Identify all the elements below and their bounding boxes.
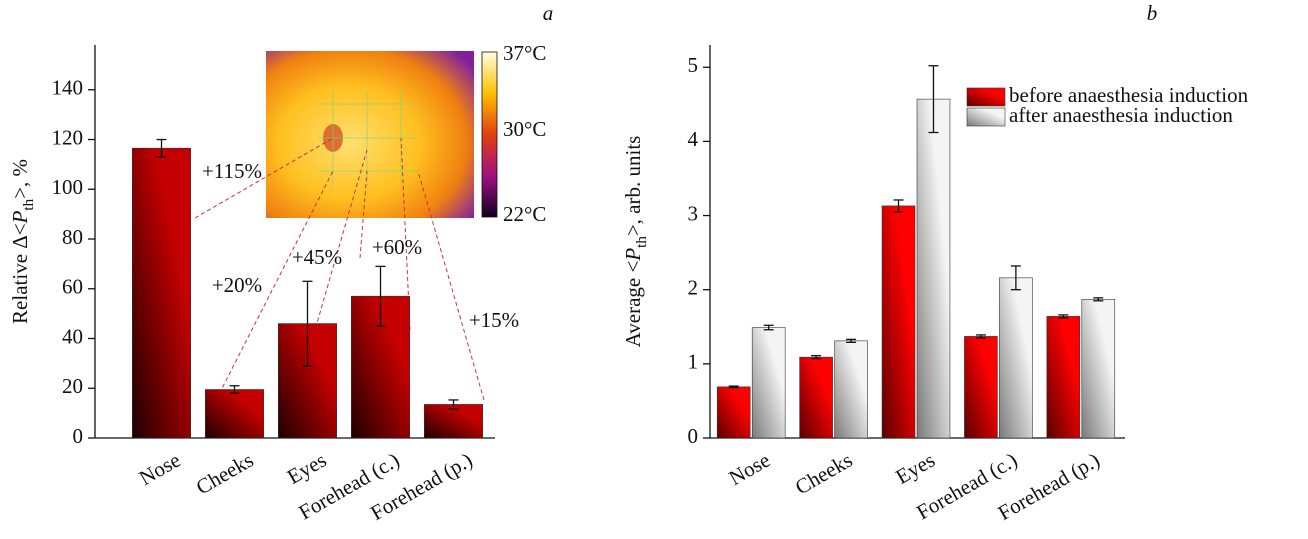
colorbar-label: 37°C	[503, 41, 546, 65]
y-axis-label: Relative Δ<Pth>, %	[8, 159, 38, 324]
bar	[799, 356, 833, 439]
connectors	[194, 137, 485, 407]
y-label-part: >, %	[8, 159, 32, 199]
y-tick-label: 0	[688, 424, 699, 448]
y-label-part: Relative Δ<	[8, 223, 32, 324]
annotation: +115%	[202, 159, 262, 183]
legend-swatch	[966, 107, 1006, 127]
y-tick-label: 3	[688, 201, 699, 225]
y-tick-label: 40	[62, 324, 83, 348]
annotation: +15%	[469, 308, 519, 332]
y-tick-label: 20	[62, 374, 83, 398]
x-tick-label: Nose	[135, 448, 184, 490]
y-tick-label: 80	[62, 225, 83, 249]
x-tick-label: Cheeks	[791, 448, 857, 500]
bar	[205, 389, 265, 439]
thermal-inset	[266, 51, 498, 218]
annotation: +45%	[292, 245, 342, 269]
y-label-part: P	[621, 248, 645, 262]
bar	[881, 205, 916, 439]
y-tick-label: 2	[688, 276, 699, 300]
y-label-part: >, arb. units	[621, 136, 645, 237]
bar	[716, 386, 751, 439]
legend-label: before anaesthesia induction	[1009, 83, 1249, 107]
annotation: +20%	[212, 273, 262, 297]
y-label-part: th	[21, 198, 37, 210]
panel-label: a	[543, 1, 554, 25]
x-tick-label: Eyes	[283, 448, 330, 489]
bar	[132, 147, 192, 439]
colorbar-label: 30°C	[503, 117, 546, 141]
panel-label: b	[1147, 1, 1158, 25]
bar	[834, 340, 868, 439]
bar	[916, 98, 951, 439]
y-tick-label: 100	[52, 175, 84, 199]
y-axis-label: Average <Pth>, arb. units	[621, 136, 651, 348]
y-tick-label: 60	[62, 275, 83, 299]
x-tick-label: Eyes	[892, 448, 939, 489]
y-tick-label: 120	[52, 125, 84, 149]
bar	[1046, 316, 1081, 439]
colorbar-label: 22°C	[503, 202, 546, 226]
y-tick-label: 4	[688, 127, 699, 151]
bar	[964, 336, 998, 439]
bar	[423, 404, 483, 439]
legend-swatch	[966, 87, 1006, 107]
y-tick-label: 0	[73, 424, 84, 448]
y-label-part: Average <	[621, 261, 645, 348]
bar	[1081, 299, 1116, 439]
x-tick-label: Cheeks	[192, 448, 258, 500]
bar	[751, 327, 786, 439]
x-tick-label: Nose	[725, 448, 774, 490]
annotation: +60%	[372, 235, 422, 259]
y-tick-label: 5	[688, 53, 699, 77]
legend-label: after anaesthesia induction	[1009, 103, 1233, 127]
y-label-part: P	[8, 210, 32, 224]
bar	[999, 277, 1033, 439]
y-tick-label: 140	[52, 76, 84, 100]
y-tick-label: 1	[688, 350, 699, 374]
y-label-part: th	[634, 236, 650, 248]
